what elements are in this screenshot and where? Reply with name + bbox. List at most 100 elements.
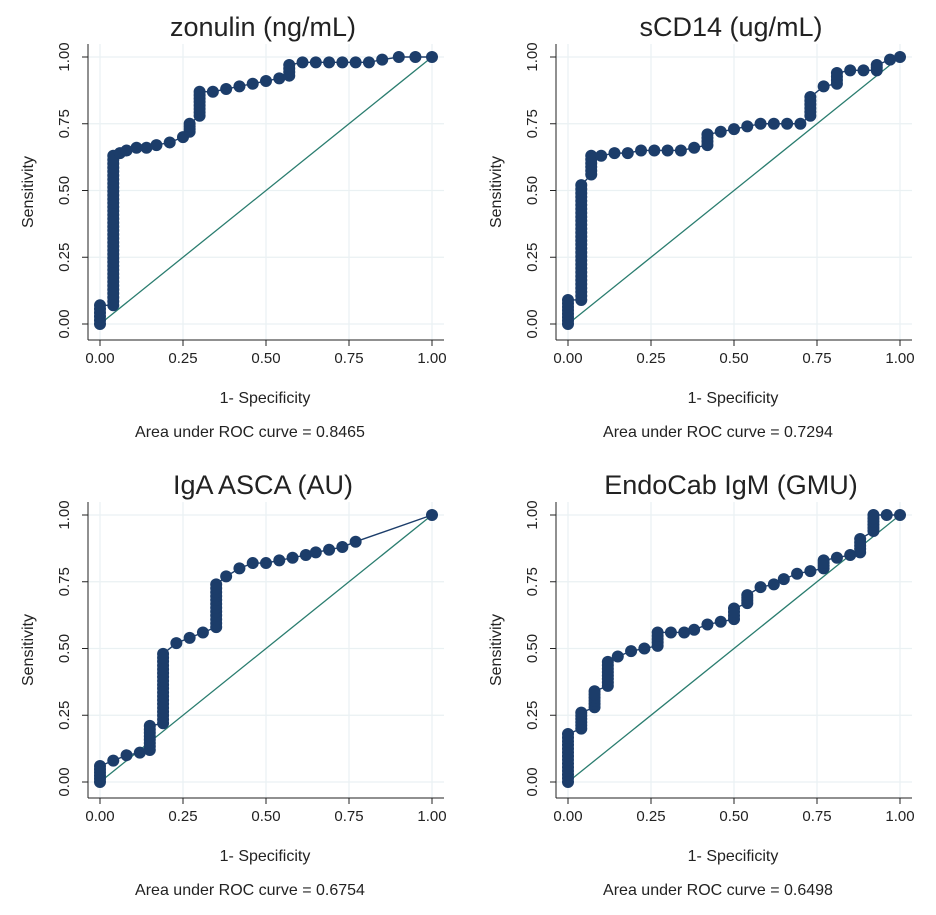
x-tick-label: 0.50 — [719, 808, 748, 825]
x-tick-label: 0.25 — [168, 808, 197, 825]
roc-point — [894, 509, 906, 521]
roc-point — [595, 149, 608, 162]
roc-point — [817, 80, 830, 93]
y-tick-label: 0.75 — [524, 109, 541, 138]
x-axis-label: 1- Specificity — [688, 390, 779, 407]
roc-chart-svg: zonulin (ng/mL) 0.00 0.00 0.25 0.25 0.50 0.50 0… — [20, 12, 447, 441]
roc-point — [376, 53, 389, 66]
x-tick-label: 0.00 — [553, 350, 582, 367]
chart-title: sCD14 (ug/mL) — [639, 12, 822, 42]
x-tick-label: 0.75 — [802, 808, 831, 825]
roc-point — [767, 117, 780, 130]
roc-point — [648, 144, 661, 157]
roc-point — [309, 56, 322, 69]
roc-point — [210, 582, 223, 595]
roc-point — [409, 51, 422, 63]
y-tick-label: 0.50 — [56, 176, 73, 205]
roc-point — [183, 631, 196, 644]
roc-point — [880, 509, 893, 521]
roc-panel-iga-asca: IgA ASCA (AU) 0.00 0.00 0.25 0.25 0.50 0.50 0.7… — [0, 458, 468, 915]
y-tick-label: 0.75 — [56, 567, 73, 596]
reference-line — [99, 56, 433, 325]
roc-point — [130, 141, 143, 154]
roc-point — [150, 139, 163, 152]
roc-point — [143, 723, 156, 736]
roc-point — [844, 549, 857, 562]
y-axis-label: Sensitivity — [20, 614, 37, 686]
roc-point — [867, 512, 880, 525]
roc-point — [688, 141, 701, 154]
x-tick-label: 0.75 — [802, 350, 831, 367]
roc-point — [283, 62, 296, 75]
roc-point — [651, 629, 664, 642]
roc-point — [246, 77, 259, 90]
roc-point — [362, 56, 375, 69]
roc-point — [781, 117, 794, 130]
roc-panel-zonulin: zonulin (ng/mL) 0.00 0.00 0.25 0.25 0.50 0.50 0… — [0, 0, 468, 457]
roc-point — [608, 147, 621, 160]
y-axis-label: Sensitivity — [488, 156, 505, 228]
roc-point — [260, 557, 272, 570]
roc-point — [323, 543, 336, 556]
x-tick-label: 0.00 — [85, 808, 114, 825]
y-tick-label: 1.00 — [524, 500, 541, 529]
roc-point — [817, 557, 830, 570]
roc-point — [246, 557, 259, 570]
roc-point — [260, 75, 272, 88]
roc-point — [94, 763, 106, 776]
y-axis-label: Sensitivity — [488, 614, 505, 686]
roc-point — [830, 551, 843, 564]
roc-point — [701, 618, 714, 631]
roc-point — [336, 541, 349, 554]
roc-point — [638, 642, 651, 655]
roc-point — [870, 61, 883, 74]
roc-point — [336, 56, 349, 69]
roc-point — [157, 651, 170, 664]
roc-point — [120, 749, 133, 762]
y-tick-label: 0.25 — [524, 701, 541, 730]
x-tick-label: 1.00 — [417, 350, 446, 367]
roc-point — [233, 80, 246, 93]
roc-point — [296, 56, 309, 69]
roc-point — [754, 117, 767, 130]
roc-panel-scd14: sCD14 (ug/mL) 0.00 0.00 0.25 0.25 0.50 0.50 0.7… — [468, 0, 936, 457]
y-tick-label: 0.50 — [56, 634, 73, 663]
roc-point — [701, 131, 714, 144]
y-tick-label: 0.75 — [524, 567, 541, 596]
roc-point — [206, 85, 219, 98]
roc-point — [94, 303, 106, 316]
roc-point — [857, 64, 870, 77]
chart-title: IgA ASCA (AU) — [173, 470, 353, 500]
roc-point — [349, 535, 362, 548]
roc-point — [120, 144, 133, 157]
y-tick-label: 0.50 — [524, 176, 541, 205]
auc-note: Area under ROC curve = 0.6754 — [135, 882, 365, 899]
roc-point — [804, 565, 817, 578]
roc-point — [196, 626, 209, 639]
roc-point — [273, 72, 286, 85]
x-tick-label: 1.00 — [417, 808, 446, 825]
roc-point — [625, 645, 638, 658]
roc-panel-endocab-igm: EndoCab IgM (GMU) 0.00 0.00 0.25 0.25 0.50 0.5… — [468, 458, 936, 915]
roc-point — [273, 554, 286, 567]
x-tick-label: 0.50 — [251, 808, 280, 825]
roc-point — [664, 626, 677, 639]
roc-point — [183, 120, 196, 133]
x-tick-label: 1.00 — [885, 808, 914, 825]
roc-point — [107, 754, 120, 767]
roc-point — [611, 650, 624, 663]
roc-point — [794, 117, 807, 130]
roc-point — [170, 637, 183, 650]
roc-chart-svg: sCD14 (ug/mL) 0.00 0.00 0.25 0.25 0.50 0.50 0.7… — [488, 12, 915, 441]
roc-point — [140, 141, 153, 154]
reference-line — [567, 514, 901, 783]
roc-point — [163, 136, 176, 149]
x-tick-label: 0.25 — [168, 350, 197, 367]
roc-point — [884, 53, 897, 66]
roc-point — [323, 56, 336, 69]
roc-point — [562, 297, 574, 310]
roc-point — [220, 83, 233, 96]
roc-point — [426, 509, 438, 521]
x-tick-label: 0.25 — [636, 350, 665, 367]
y-tick-label: 0.25 — [524, 243, 541, 272]
